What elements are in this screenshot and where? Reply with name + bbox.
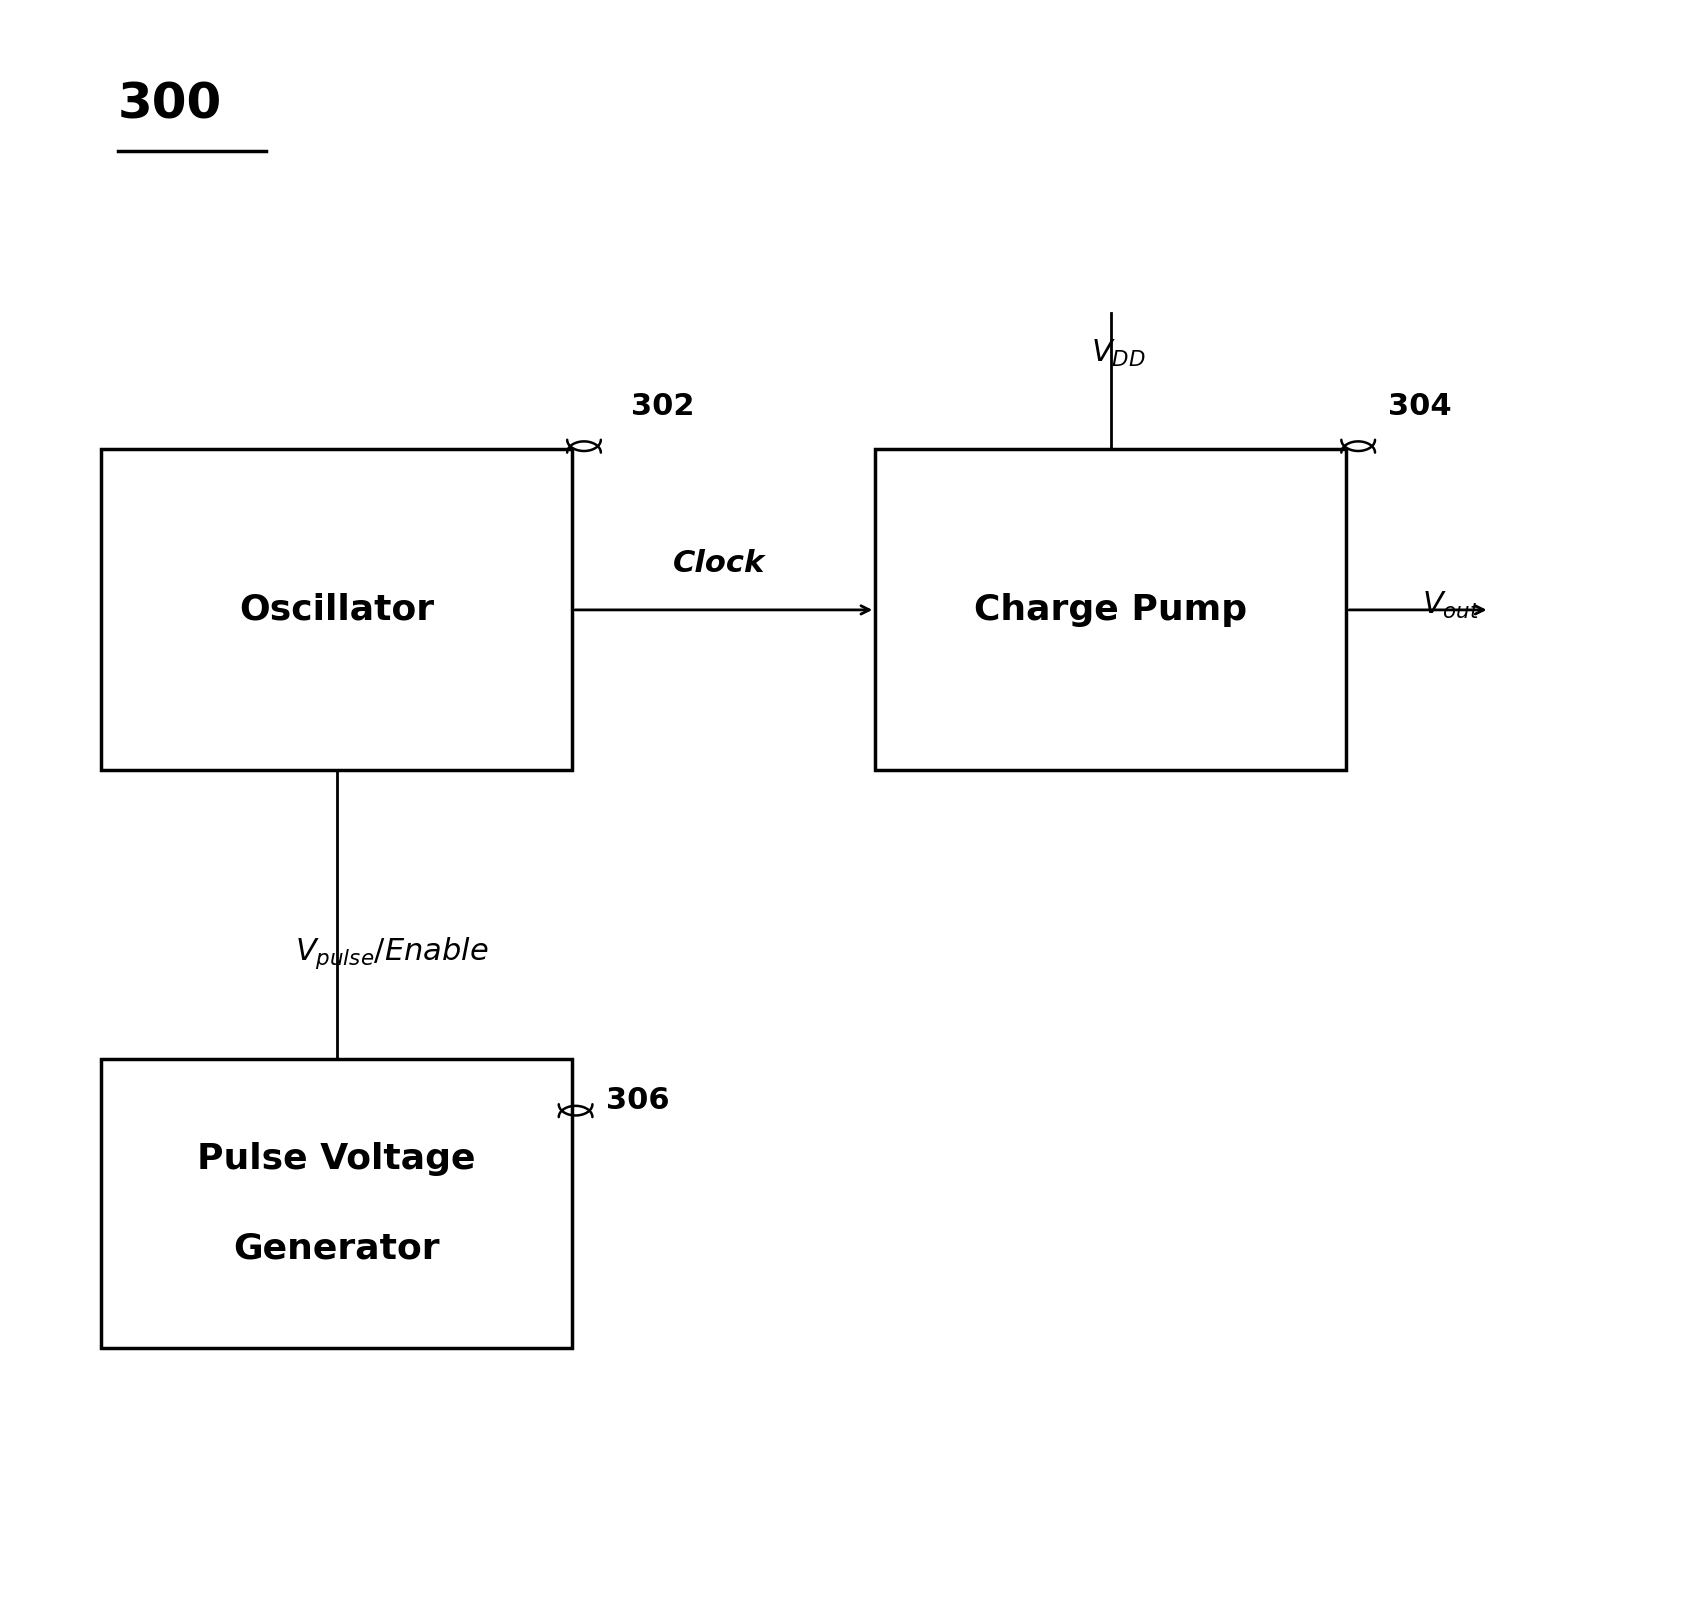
FancyBboxPatch shape	[875, 449, 1346, 770]
Text: 300: 300	[118, 80, 222, 128]
Text: 304: 304	[1388, 392, 1452, 421]
Text: Charge Pump: Charge Pump	[974, 592, 1246, 628]
Text: 302: 302	[631, 392, 695, 421]
FancyBboxPatch shape	[101, 449, 572, 770]
Text: 306: 306	[606, 1087, 669, 1115]
Text: Generator: Generator	[234, 1231, 439, 1266]
Text: $V_{DD}$: $V_{DD}$	[1090, 339, 1145, 369]
Text: $V_{pulse}$$/Enable$: $V_{pulse}$$/Enable$	[294, 936, 488, 971]
Text: Oscillator: Oscillator	[239, 592, 434, 628]
Text: Pulse Voltage: Pulse Voltage	[197, 1141, 476, 1176]
FancyBboxPatch shape	[101, 1059, 572, 1348]
Text: $V_{out}$: $V_{out}$	[1421, 589, 1480, 621]
Text: Clock: Clock	[673, 549, 765, 578]
